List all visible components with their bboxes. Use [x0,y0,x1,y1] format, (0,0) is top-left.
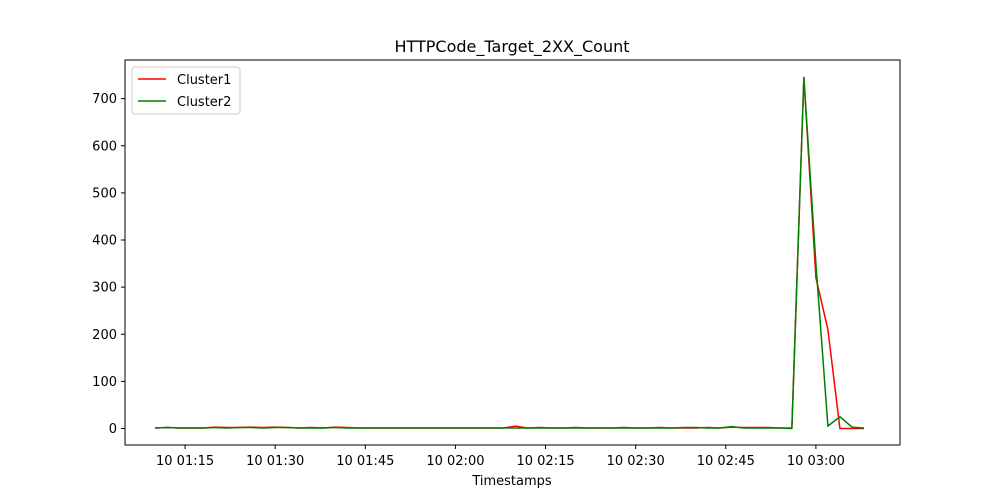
y-tick-label: 200 [92,328,117,343]
x-ticks: 10 01:15 10 01:30 10 01:45 10 02:00 10 02:15… [156,445,845,469]
y-tick-label: 0 [109,422,117,437]
x-tick-label: 10 01:15 [156,454,214,469]
y-tick-label: 500 [92,186,117,201]
y-tick-label: 700 [92,92,117,107]
series-line-cluster2 [155,76,865,430]
x-tick-label: 10 02:30 [607,454,665,469]
legend-label-cluster2: Cluster2 [177,95,231,110]
legend-label-cluster1: Cluster1 [177,73,231,88]
y-tick-label: 100 [92,375,117,390]
x-tick-label: 10 02:15 [516,454,574,469]
x-tick-label: 10 01:45 [336,454,394,469]
y-tick-label: 600 [92,139,117,154]
plot-area [125,60,900,445]
x-tick-label: 10 02:00 [426,454,484,469]
y-tick-label: 300 [92,281,117,296]
plot-frame [124,59,901,446]
series-group [155,76,865,430]
y-tick-label: 400 [92,234,117,249]
x-tick-label: 10 01:30 [246,454,304,469]
legend: Cluster1 Cluster2 [131,66,241,115]
x-tick-label: 10 02:45 [697,454,755,469]
x-tick-label: 10 03:00 [787,454,845,469]
x-axis-label: Timestamps [471,474,552,489]
y-ticks: 0 100 200 300 400 500 600 700 [92,92,125,437]
chart-title: HTTPCode_Target_2XX_Count [394,37,629,57]
